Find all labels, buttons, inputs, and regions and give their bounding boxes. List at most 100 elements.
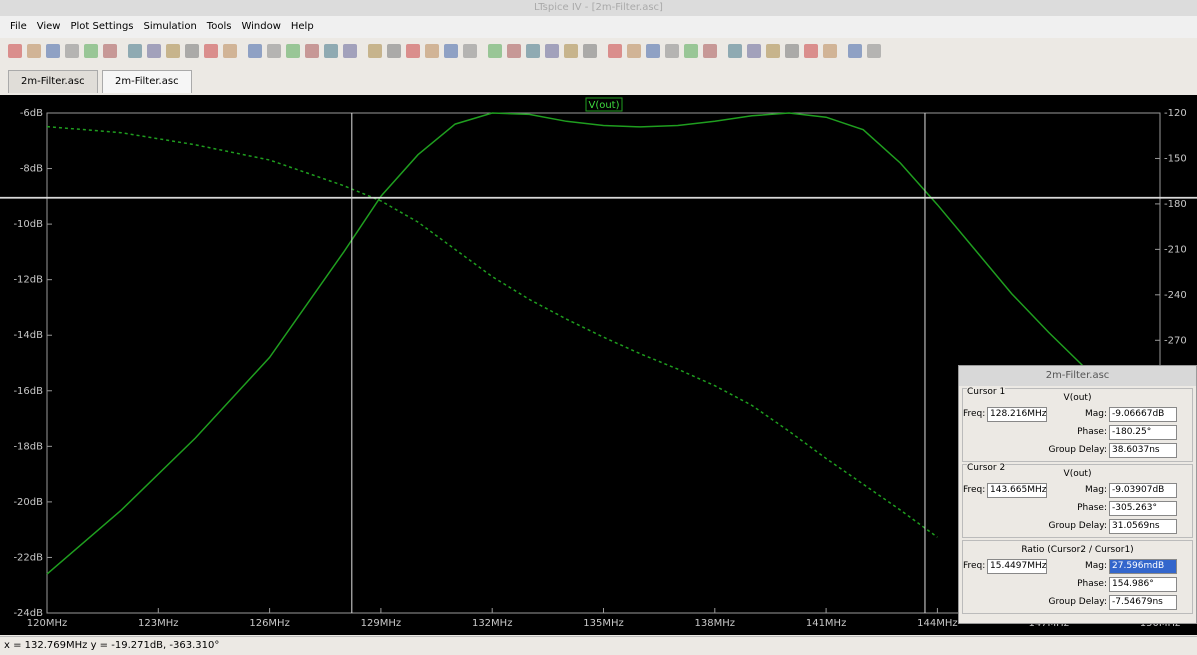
tool-icon [343, 44, 357, 58]
y2-tick-label: -150 [1164, 153, 1187, 164]
tool-icon [488, 44, 502, 58]
tool-icon [147, 44, 161, 58]
group-heading: Cursor 2 [967, 463, 1006, 473]
tool-icon [27, 44, 41, 58]
tool-icon [425, 44, 439, 58]
y-tick-label: -24dB [13, 608, 43, 619]
trace [46, 112, 1087, 575]
tool-icon [728, 44, 742, 58]
tool-icon [583, 44, 597, 58]
tool-icon [608, 44, 622, 58]
menu-item[interactable]: Plot Settings [70, 21, 134, 32]
tool-icon [223, 44, 237, 58]
field-label: Phase: [1077, 503, 1107, 513]
trace-label-box [585, 97, 623, 112]
tool-icon [324, 44, 338, 58]
field-value: -305.263° [1109, 501, 1177, 516]
tab[interactable]: 2m-Filter.asc [8, 70, 98, 93]
menu-item[interactable]: Simulation [143, 21, 197, 32]
x-tick-label: 126MHz [249, 618, 289, 629]
tool-icon [267, 44, 281, 58]
field-label: Mag: [1084, 485, 1107, 495]
menu-bar: File View Plot Settings Simulation Tools Wind… [0, 16, 1197, 38]
tool-icon [84, 44, 98, 58]
y-tick-label: -20dB [13, 497, 43, 508]
field-value: 154.986° [1109, 577, 1177, 592]
x-tick-label: 135MHz [583, 618, 623, 629]
y-tick-label: -18dB [13, 441, 43, 452]
field-value: 15.4497MHz [987, 559, 1047, 574]
field-value: 31.0569ns [1109, 519, 1177, 534]
tool-icon [166, 44, 180, 58]
cursor-group: Cursor 2 V(out) Freq: 143.665MHz Mag: -9.0390… [962, 463, 1193, 538]
toolbar [0, 38, 1197, 67]
tool-icon [387, 44, 401, 58]
field-label: Group Delay: [1048, 521, 1107, 531]
tool-icon [627, 44, 641, 58]
x-tick-label: 138MHz [695, 618, 735, 629]
tool-icon [507, 44, 521, 58]
tool-icon [444, 44, 458, 58]
field-value: 128.216MHz [987, 407, 1047, 422]
tool-icon [103, 44, 117, 58]
field-value: -9.06667dB [1109, 407, 1177, 422]
group-trace: V(out) [1063, 469, 1092, 479]
tool-icon [128, 44, 142, 58]
x-tick-label: 123MHz [138, 618, 178, 629]
tool-icon [286, 44, 300, 58]
menu-item[interactable]: View [36, 21, 61, 32]
menu-item[interactable]: Tools [206, 21, 232, 32]
field-label: Freq: [963, 485, 986, 495]
tool-icon [703, 44, 717, 58]
field-value: -7.54679ns [1109, 595, 1177, 610]
cursor-group: Ratio (Cursor2 / Cursor1) Freq: 15.4497MHz… [962, 540, 1193, 614]
x-tick-label: 129MHz [361, 618, 401, 629]
tab[interactable]: 2m-Filter.asc [102, 70, 192, 93]
tool-icon [46, 44, 60, 58]
tool-icon [665, 44, 679, 58]
menu-item[interactable]: Window [241, 21, 281, 32]
tool-icon [65, 44, 79, 58]
group-trace: V(out) [1063, 393, 1092, 403]
y2-tick-label: -120 [1164, 108, 1187, 119]
field-label: Phase: [1077, 579, 1107, 589]
group-heading: Cursor 1 [967, 387, 1006, 397]
y2-tick-label: -180 [1164, 199, 1187, 210]
field-value: 27.596mdB [1109, 559, 1177, 574]
menu-item[interactable]: File [10, 21, 27, 32]
y-tick-label: -16dB [13, 386, 43, 397]
field-value: -9.03907dB [1109, 483, 1177, 498]
y2-tick-label: -270 [1164, 335, 1187, 346]
field-value: 38.6037ns [1109, 443, 1177, 458]
group-trace: Ratio (Cursor2 / Cursor1) [1021, 545, 1134, 555]
tool-icon [8, 44, 22, 58]
field-label: Phase: [1077, 427, 1107, 437]
y-tick-label: -12dB [13, 275, 43, 286]
trace [46, 125, 938, 538]
field-label: Group Delay: [1048, 445, 1107, 455]
field-label: Mag: [1084, 561, 1107, 571]
trace-label: V(out) [588, 100, 619, 111]
tool-icon [564, 44, 578, 58]
y2-tick-label: -210 [1164, 244, 1187, 255]
field-label: Group Delay: [1048, 597, 1107, 607]
x-tick-label: 120MHz [27, 618, 67, 629]
status-bar: x = 132.769MHz y = -19.271dB, -363.310° [0, 636, 1197, 655]
tool-icon [684, 44, 698, 58]
tab-bar: 2m-Filter.asc 2m-Filter.asc [0, 66, 1197, 94]
tool-icon [545, 44, 559, 58]
field-label: Freq: [963, 409, 986, 419]
field-label: Freq: [963, 561, 986, 571]
y-tick-label: -6dB [20, 108, 43, 119]
tool-icon [867, 44, 881, 58]
x-tick-label: 144MHz [917, 618, 957, 629]
tool-icon [804, 44, 818, 58]
y-tick-label: -14dB [13, 330, 43, 341]
menu-item[interactable]: Help [290, 21, 314, 32]
tool-icon [766, 44, 780, 58]
y-tick-label: -22dB [13, 552, 43, 563]
tool-icon [368, 44, 382, 58]
cursor-group: Cursor 1 V(out) Freq: 128.216MHz Mag: -9.0666… [962, 387, 1193, 462]
tool-icon [526, 44, 540, 58]
